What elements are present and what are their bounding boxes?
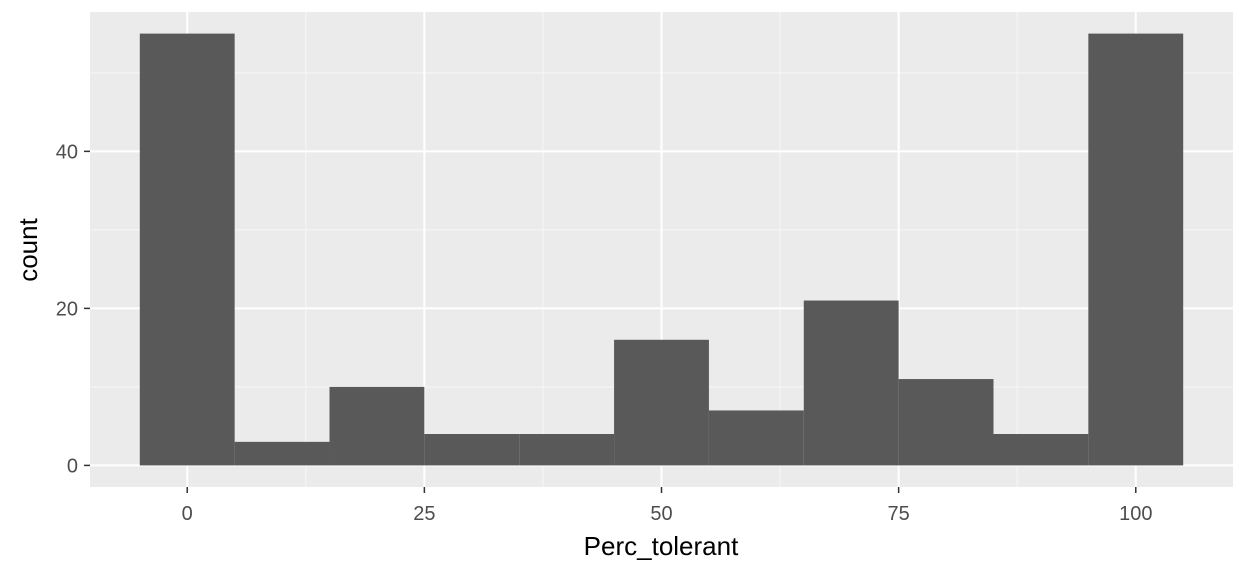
histogram-bar [424, 434, 520, 466]
histogram-bar [708, 410, 804, 466]
axis-tick-labels: 0 25 50 75 100 0 20 40 [56, 141, 1153, 525]
histogram-bar [139, 33, 235, 466]
axis-ticks [84, 150, 1137, 493]
x-tick-label: 25 [413, 503, 435, 525]
x-tick-label: 75 [888, 503, 910, 525]
histogram-bar [803, 300, 899, 466]
y-tick-label: 20 [56, 298, 78, 320]
y-axis-title: count [13, 217, 43, 281]
x-tick-label: 50 [650, 503, 672, 525]
x-tick-label: 100 [1119, 503, 1152, 525]
histogram-bar [329, 386, 425, 466]
x-tick-label: 0 [182, 503, 193, 525]
histogram-bar [1088, 33, 1184, 466]
x-axis-title: Perc_tolerant [584, 531, 739, 561]
histogram-bar [234, 441, 330, 466]
y-tick-label: 0 [67, 455, 78, 477]
histogram-bar [993, 434, 1089, 466]
histogram-bars [139, 33, 1184, 466]
histogram-bar [519, 434, 615, 466]
y-tick-label: 40 [56, 141, 78, 163]
histogram-bar [614, 339, 709, 466]
histogram-bar [898, 379, 994, 466]
